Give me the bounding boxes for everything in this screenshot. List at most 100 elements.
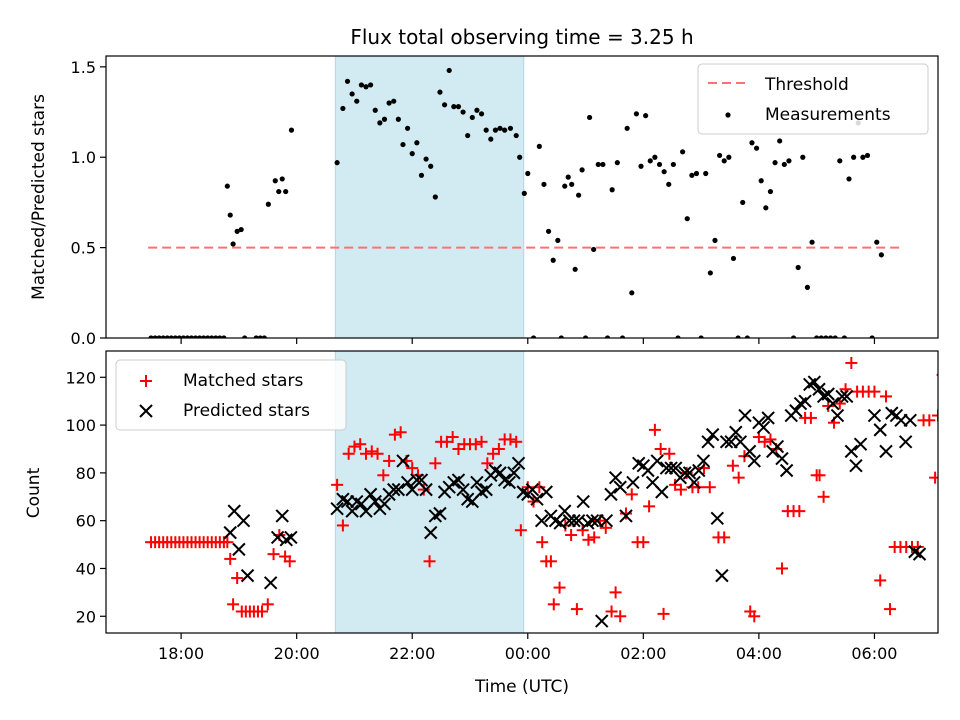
bottom-legend: Matched stars Predicted stars	[115, 359, 347, 431]
matched-star-point	[804, 411, 817, 424]
matched-star-point	[429, 457, 442, 470]
measurement-point	[451, 104, 457, 110]
measurement-point	[441, 102, 448, 108]
measurement-point	[772, 160, 778, 166]
x-tick-label: 22:00	[389, 644, 435, 663]
measurement-point	[638, 163, 644, 169]
legend-threshold-label: Threshold	[764, 75, 849, 95]
measurement-point	[428, 163, 434, 169]
predicted-star-point	[729, 425, 743, 439]
bottom-y-axis-label: Count	[24, 467, 44, 518]
measurement-point	[624, 125, 630, 131]
matched-star-point	[932, 409, 938, 422]
measurement-point	[565, 174, 571, 180]
predicted-star-point	[738, 408, 752, 423]
matched-star-point	[813, 469, 826, 482]
predicted-star-point	[849, 459, 863, 473]
top-legend: Threshold Measurements	[697, 63, 929, 135]
y-tick-label: 100	[65, 416, 96, 435]
measurement-point	[550, 257, 556, 263]
measurement-point	[156, 335, 162, 338]
matched-star-point	[231, 572, 244, 585]
matched-star-point	[536, 536, 549, 549]
measurement-point	[465, 132, 471, 139]
measurement-point	[192, 335, 199, 338]
measurement-point	[423, 156, 429, 162]
x-tick-label: 02:00	[620, 644, 666, 663]
predicted-star-point	[626, 475, 640, 490]
y-tick-label: 20	[76, 607, 96, 626]
matched-star-point	[394, 426, 407, 439]
matched-star-point	[874, 574, 887, 587]
matched-star-point	[481, 457, 494, 470]
measurement-point	[469, 114, 475, 121]
measurement-point	[809, 239, 815, 245]
matched-star-point	[504, 433, 517, 446]
measurement-point	[288, 127, 295, 133]
matched-star-point	[625, 488, 638, 501]
measurement-point	[777, 138, 783, 144]
measurement-point	[180, 335, 187, 338]
measurement-point	[707, 270, 713, 276]
matched-star-point	[354, 438, 367, 451]
y-tick-label: 40	[76, 559, 96, 578]
predicted-star-point	[284, 530, 298, 545]
measurement-point	[377, 120, 383, 126]
measurement-point	[478, 111, 485, 117]
measurement-point	[265, 201, 271, 207]
matched-star-point	[911, 540, 924, 553]
measurement-point	[790, 335, 797, 338]
y-tick-label: 0.5	[71, 239, 96, 258]
matched-star-point	[605, 605, 618, 618]
x-tick-label: 06:00	[851, 644, 897, 663]
predicted-star-point	[470, 475, 484, 490]
measurement-point	[633, 111, 640, 117]
measurement-point	[488, 136, 494, 142]
matched-star-point	[221, 536, 234, 549]
predicted-star-point	[433, 506, 447, 521]
predicted-star-point	[867, 408, 882, 423]
measurement-point	[261, 335, 267, 338]
predicted-star-point	[530, 492, 544, 506]
measurement-point	[647, 158, 653, 164]
measurement-point	[205, 335, 211, 338]
measurement-point	[253, 335, 259, 338]
measurement-point	[827, 335, 834, 338]
measurement-point	[414, 140, 420, 146]
predicted-star-point	[263, 576, 278, 590]
predicted-star-point	[692, 463, 706, 478]
predicted-star-point	[236, 513, 251, 528]
measurement-point	[513, 132, 519, 139]
measurement-point	[721, 158, 727, 164]
matched-star-point	[388, 428, 401, 441]
y-tick-label: 0.0	[71, 329, 96, 348]
measurement-point	[391, 98, 397, 104]
predicted-star-point	[345, 504, 359, 518]
matched-star-point	[758, 435, 771, 448]
measurement-point	[749, 140, 755, 146]
measurement-point	[372, 107, 378, 113]
predicted-star-point	[275, 509, 289, 523]
predicted-star-point	[687, 475, 701, 490]
matched-star-point	[643, 500, 656, 513]
measurement-point	[344, 78, 351, 84]
y-tick-label: 1.0	[71, 148, 96, 167]
predicted-star-point	[363, 487, 378, 502]
matched-star-point	[884, 603, 897, 616]
measurement-point	[860, 154, 866, 160]
bottom-legend-box	[115, 359, 347, 431]
measurement-point	[717, 152, 723, 159]
matched-star-point	[654, 442, 667, 455]
matched-star-point	[423, 555, 436, 568]
measurement-point	[334, 160, 340, 166]
measurement-point	[874, 239, 880, 245]
measurement-point	[381, 116, 388, 122]
predicted-star-point	[853, 437, 868, 451]
predicted-star-point	[821, 387, 835, 401]
x-axis-label: Time (UTC)	[474, 677, 569, 697]
matched-star-point	[547, 598, 560, 611]
chart-title: Flux total observing time = 3.25 h	[350, 25, 693, 49]
matched-star-point	[657, 607, 670, 620]
x-tick-label: 00:00	[505, 644, 551, 663]
